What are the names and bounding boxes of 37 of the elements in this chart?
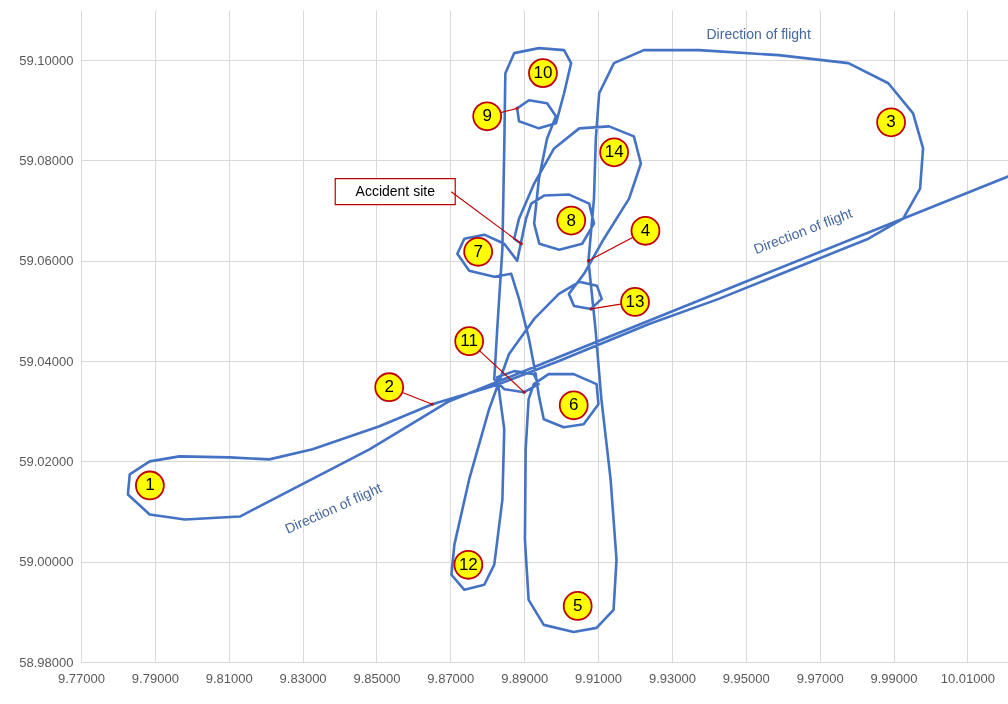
annotation: 3 (886, 112, 896, 132)
y-tick-label: 59.04000 (19, 353, 74, 369)
x-tick-label: 9.79000 (131, 670, 179, 686)
annotation: 2 (384, 377, 394, 397)
annotation: 12 (458, 554, 478, 574)
y-tick-label: 59.02000 (19, 453, 74, 469)
y-tick-label: 59.06000 (19, 253, 74, 269)
annotation: Accident site (355, 182, 436, 199)
y-tick-label: 58.98000 (19, 654, 74, 670)
annotation: 13 (625, 291, 645, 311)
annotation: 7 (473, 241, 483, 261)
y-tick-label: 59.10000 (19, 52, 74, 68)
x-tick-label: 9.83000 (279, 670, 327, 686)
x-tick-label: 9.81000 (205, 670, 253, 686)
x-tick-label: 10.01000 (940, 670, 995, 686)
annotation: 1 (145, 475, 155, 495)
y-tick-label: 59.00000 (19, 554, 74, 570)
y-tick-label: 59.08000 (19, 152, 74, 168)
line-series (126, 46, 1008, 634)
x-tick-label: 9.97000 (796, 670, 844, 686)
annotation: Direction of flight (706, 26, 811, 43)
annotation: 11 (460, 331, 479, 351)
annotation: 14 (604, 142, 624, 162)
x-tick-label: 9.99000 (870, 670, 918, 686)
x-tick-label: 9.89000 (501, 670, 549, 686)
annotation: 8 (566, 210, 576, 230)
annotation: 6 (568, 395, 579, 415)
x-tick-label: 9.77000 (58, 670, 105, 686)
x-tick-label: 9.91000 (575, 670, 623, 686)
annotation: 10 (533, 63, 553, 83)
x-tick-label: 9.95000 (722, 670, 770, 686)
annotation: 4 (640, 220, 651, 240)
annotation: 5 (572, 595, 583, 615)
annotation: 9 (482, 106, 492, 126)
x-tick-label: 9.87000 (427, 670, 475, 686)
x-tick-label: 9.85000 (353, 670, 401, 686)
x-tick-label: 9.93000 (648, 670, 696, 686)
